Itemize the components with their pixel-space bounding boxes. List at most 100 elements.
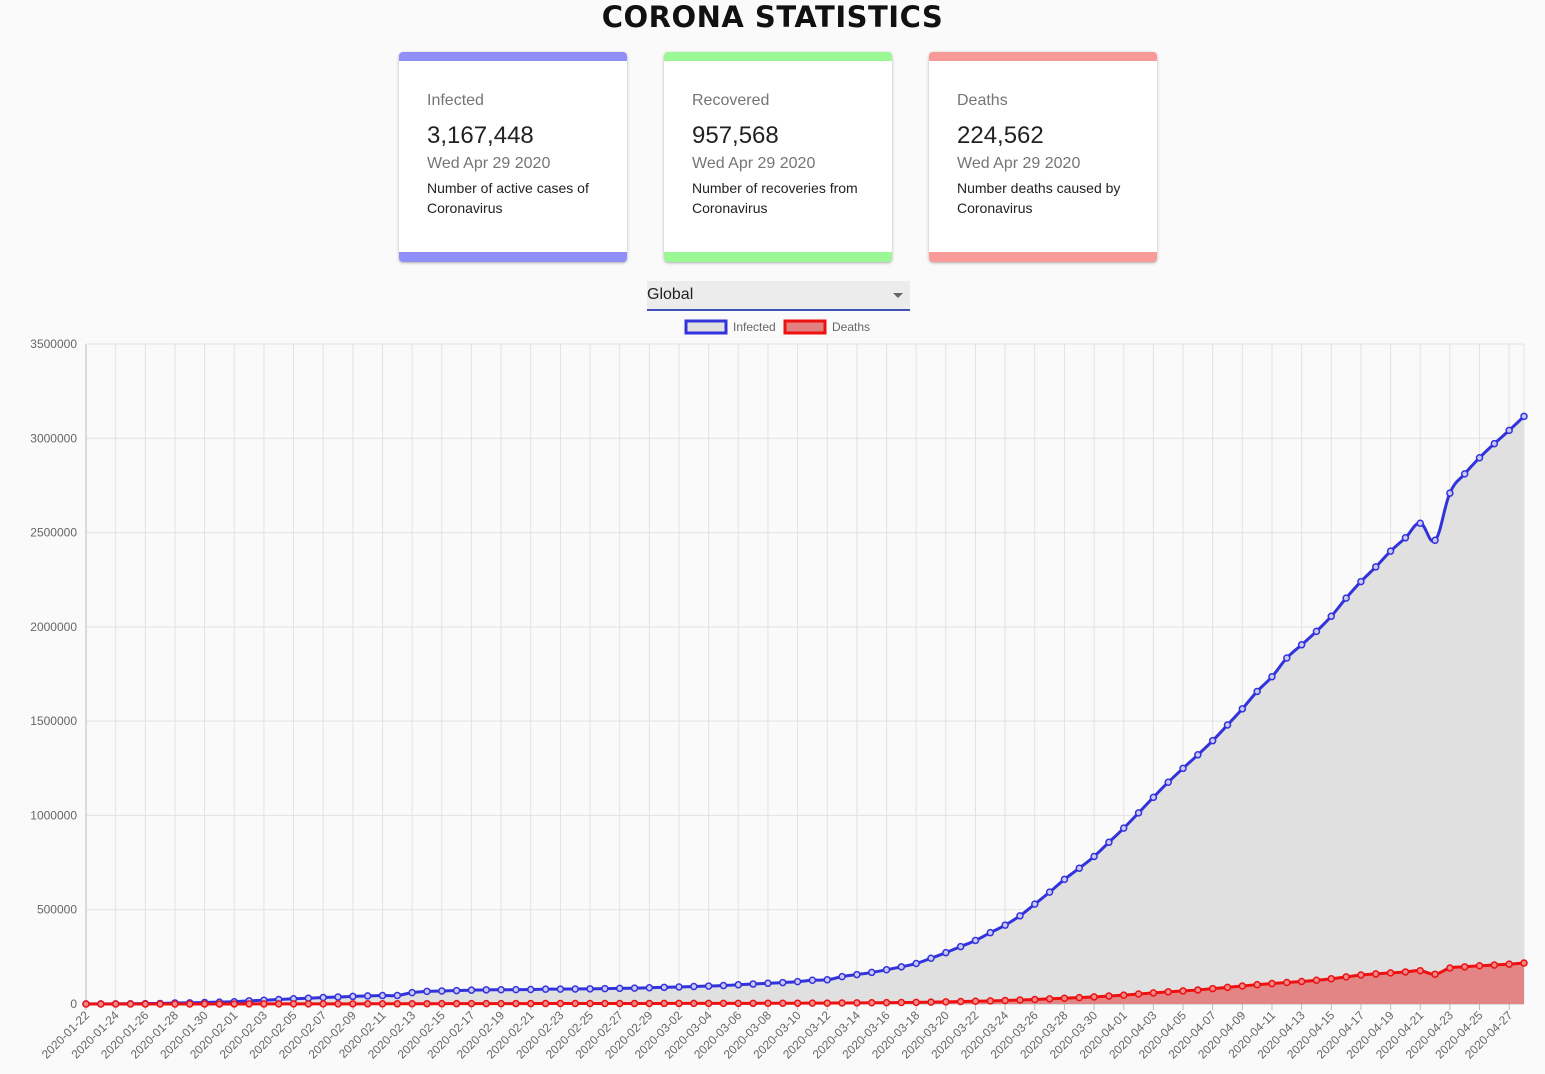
y-tick-label: 1500000: [30, 714, 77, 728]
deaths-point: [956, 997, 965, 1006]
deaths-point: [1431, 970, 1439, 978]
deaths-point: [867, 999, 876, 1007]
infected-point: [408, 988, 416, 997]
infected-point: [349, 992, 357, 1001]
deaths-point: [1134, 990, 1143, 998]
country-select[interactable]: Global: [647, 281, 910, 311]
infected-point: [512, 985, 520, 994]
deaths-point: [1031, 995, 1039, 1004]
deaths-point: [823, 999, 831, 1007]
deaths-point: [482, 999, 491, 1008]
deaths-point: [245, 1000, 253, 1008]
infected-point: [1179, 764, 1187, 773]
infected-point: [1372, 563, 1380, 571]
deaths-point: [363, 1000, 372, 1008]
infected-point: [1490, 439, 1499, 448]
deaths-point: [111, 1000, 120, 1008]
deaths-point: [1208, 984, 1217, 993]
deaths-point: [1060, 994, 1069, 1002]
deaths-point: [349, 1000, 357, 1008]
infected-point: [363, 992, 372, 1000]
infected-point: [630, 984, 639, 992]
infected-point: [912, 959, 920, 968]
infected-point: [690, 982, 698, 991]
deaths-point: [200, 1000, 209, 1008]
infected-point: [956, 942, 965, 951]
infected-point: [675, 983, 683, 991]
infected-point: [1520, 412, 1528, 421]
deaths-area-fill: [86, 963, 1524, 1004]
deaths-point: [734, 999, 743, 1008]
infected-point: [1283, 654, 1291, 662]
deaths-point: [1016, 996, 1024, 1004]
deaths-point: [289, 1000, 298, 1008]
deaths-point: [660, 999, 668, 1008]
deaths-card: Deaths 224,562 Wed Apr 29 2020 Number de…: [929, 52, 1157, 262]
deaths-point: [1001, 996, 1009, 1005]
infected-point: [378, 991, 387, 1000]
recovered-card-date: Wed Apr 29 2020: [692, 155, 816, 172]
deaths-point: [512, 999, 520, 1008]
cases-line-chart: 0 500000 1000000 1500000 2000000 2500000 30000…: [30, 319, 1528, 1062]
infected-point: [897, 963, 906, 971]
deaths-point: [1342, 973, 1350, 981]
infected-point: [1031, 900, 1039, 908]
deaths-point: [586, 999, 594, 1008]
deaths-point: [571, 999, 579, 1008]
infected-point: [645, 984, 654, 992]
infected-point: [793, 977, 802, 986]
deaths-card-description: Number deaths caused by Coronavirus: [957, 180, 1121, 216]
infected-card-value: 3,167,448: [427, 122, 534, 149]
deaths-point: [1090, 993, 1098, 1001]
deaths-point: [882, 998, 891, 1007]
deaths-point: [141, 1000, 150, 1008]
y-tick-label: 0: [70, 997, 77, 1011]
infected-point: [1253, 687, 1261, 696]
deaths-point: [1520, 959, 1528, 967]
y-tick-label: 2500000: [30, 526, 77, 540]
deaths-legend-label: Deaths: [832, 320, 870, 334]
infected-point: [1090, 852, 1098, 861]
infected-point: [779, 978, 787, 987]
deaths-point: [912, 998, 920, 1007]
deaths-point: [675, 999, 683, 1008]
deaths-point: [1475, 961, 1484, 970]
deaths-point: [260, 1000, 268, 1008]
deaths-point: [1297, 977, 1306, 986]
infected-area-fill: [86, 416, 1524, 1005]
deaths-point: [1505, 960, 1513, 968]
deaths-point: [704, 999, 713, 1008]
y-tick-label: 3000000: [30, 431, 77, 445]
infected-point: [867, 968, 876, 977]
deaths-point: [1119, 991, 1128, 999]
deaths-point: [808, 999, 817, 1007]
deaths-point: [1194, 986, 1202, 994]
infected-point: [1075, 864, 1084, 872]
deaths-point: [156, 1000, 164, 1008]
infected-point: [808, 976, 817, 985]
infected-point: [319, 993, 327, 1002]
deaths-point: [541, 999, 550, 1008]
deaths-point: [1149, 989, 1158, 997]
deaths-point: [1357, 971, 1365, 979]
infected-point: [1431, 536, 1439, 545]
deaths-point: [526, 999, 535, 1008]
infected-point: [823, 976, 831, 984]
deaths-point: [601, 999, 609, 1008]
deaths-point: [274, 1000, 283, 1008]
deaths-point: [897, 998, 906, 1007]
infected-point: [423, 987, 431, 996]
deaths-point: [971, 997, 980, 1005]
deaths-point: [630, 999, 639, 1008]
deaths-point: [1446, 964, 1454, 972]
infected-point: [1297, 641, 1306, 649]
deaths-point: [126, 1000, 135, 1008]
dropdown-arrow-icon[interactable]: [893, 293, 903, 298]
infected-point: [838, 972, 846, 981]
deaths-point: [793, 999, 802, 1007]
deaths-point: [1401, 968, 1410, 976]
deaths-point: [304, 1000, 313, 1008]
infected-point: [393, 991, 402, 1000]
infected-point: [556, 985, 565, 993]
deaths-point: [719, 999, 728, 1008]
